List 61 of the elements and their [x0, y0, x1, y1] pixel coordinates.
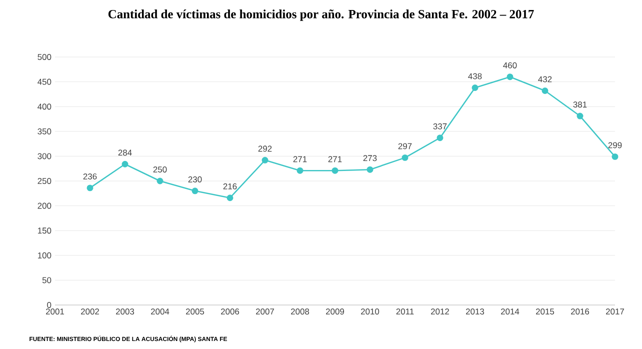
data-label: 230 — [188, 176, 202, 182]
point — [542, 87, 548, 94]
y-tick-label: 100 — [38, 252, 52, 258]
x-tick-label: 2001 — [46, 308, 64, 315]
data-label: 250 — [153, 166, 167, 172]
y-tick-label: 50 — [42, 277, 52, 284]
data-label: 297 — [398, 143, 412, 150]
data-label: 216 — [223, 183, 237, 190]
x-tick-label: 2011 — [396, 308, 414, 315]
point — [612, 153, 618, 160]
point — [262, 156, 268, 164]
y-tick-label: 250 — [38, 178, 52, 184]
x-tick-label: 2016 — [571, 308, 590, 315]
x-tick-label: 2008 — [291, 308, 310, 315]
point — [86, 184, 94, 192]
point — [296, 167, 304, 174]
data-label: 432 — [538, 76, 552, 82]
y-tick-label: 450 — [38, 78, 52, 85]
y-tick-label: 350 — [38, 128, 52, 134]
data-label: 271 — [328, 156, 342, 162]
point — [366, 166, 374, 173]
chart-title: Cantidad de víctimas de homicidios por año. Provincia de Santa Fe. 2002 – 2017 — [108, 10, 534, 21]
point — [226, 194, 234, 202]
point — [436, 134, 444, 142]
point — [506, 74, 514, 80]
y-tick-label: 400 — [38, 104, 52, 110]
data-label: 299 — [608, 142, 622, 148]
x-tick-label: 2004 — [151, 308, 170, 315]
y-tick-label: 500 — [38, 54, 52, 60]
x-tick-label: 2013 — [466, 308, 484, 315]
y-tick-label: 200 — [38, 202, 52, 209]
data-label: 438 — [468, 73, 482, 80]
x-tick-label: 2010 — [361, 308, 380, 315]
x-tick-label: 2002 — [81, 308, 99, 315]
data-label: 460 — [503, 62, 517, 68]
point — [122, 160, 128, 168]
data-label: 284 — [118, 150, 132, 156]
data-label: 292 — [258, 146, 272, 152]
point — [472, 84, 478, 91]
x-tick-label: 2012 — [431, 308, 449, 315]
x-tick-label: 2014 — [501, 308, 520, 315]
x-tick-label: 2007 — [256, 308, 274, 315]
x-tick-label: 2009 — [326, 308, 344, 315]
y-tick-label: 150 — [38, 228, 52, 234]
x-tick-label: 2003 — [116, 308, 134, 315]
point — [576, 112, 584, 120]
y-tick-label: 0 — [47, 302, 52, 308]
point — [156, 178, 164, 184]
x-tick-label: 2015 — [536, 308, 554, 315]
point — [192, 188, 198, 194]
data-label: 337 — [433, 123, 447, 130]
y-tick-label: 300 — [38, 153, 52, 160]
point — [332, 167, 338, 174]
data-label: 273 — [363, 155, 377, 162]
data-label: 271 — [293, 156, 307, 162]
point — [402, 154, 408, 161]
data-label: 236 — [83, 173, 97, 180]
data-label: 381 — [573, 102, 587, 108]
x-tick-label: 2005 — [186, 308, 204, 315]
x-tick-label: 2006 — [221, 308, 240, 315]
x-tick-label: 2017 — [606, 308, 624, 315]
